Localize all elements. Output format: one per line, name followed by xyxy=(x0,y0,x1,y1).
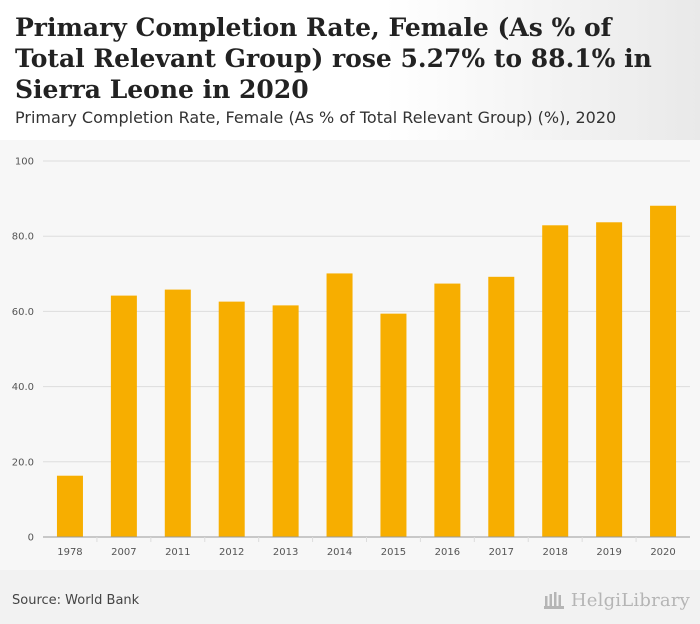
bar xyxy=(434,283,461,537)
bar-chart: 0 20.0 40.0 60.0 80.0 100 1978 2007 2011 2012 2013… xyxy=(12,157,690,558)
y-tick-label: 0 xyxy=(28,533,34,544)
y-tick-label: 80.0 xyxy=(12,232,34,243)
helgi-library-logo[interactable]: HelgiLibrary xyxy=(543,588,690,612)
x-tick-label: 1978 xyxy=(57,547,82,558)
bar xyxy=(326,273,353,537)
source-text: Source: World Bank xyxy=(12,593,140,608)
chart-subtitle: Primary Completion Rate, Female (As % of… xyxy=(15,108,617,127)
y-tick-label: 100 xyxy=(15,157,34,168)
bar xyxy=(488,276,515,537)
bar xyxy=(272,305,299,537)
bar xyxy=(56,475,83,537)
x-tick-label: 2016 xyxy=(435,547,460,558)
x-tick-label: 2017 xyxy=(489,547,514,558)
x-tick-label: 2019 xyxy=(596,547,621,558)
bar xyxy=(542,225,569,537)
axes: 0 20.0 40.0 60.0 80.0 100 1978 2007 2011 2012 2013… xyxy=(12,157,690,558)
x-tick-label: 2012 xyxy=(219,547,244,558)
bar xyxy=(218,301,245,537)
chart-header: Primary Completion Rate, Female (As % of… xyxy=(0,0,700,140)
x-tick-label: 2013 xyxy=(273,547,298,558)
y-tick-label: 60.0 xyxy=(12,307,34,318)
x-tick-label: 2014 xyxy=(327,547,352,558)
bar xyxy=(650,205,677,537)
y-tick-label: 20.0 xyxy=(12,457,34,468)
y-tick-label: 40.0 xyxy=(12,382,34,393)
x-tick-label: 2007 xyxy=(111,547,136,558)
x-tick-label: 2015 xyxy=(381,547,406,558)
bar xyxy=(380,313,407,537)
bar xyxy=(110,295,137,537)
x-tick-label: 2020 xyxy=(650,547,675,558)
gridlines xyxy=(43,160,690,463)
logo-text: HelgiLibrary xyxy=(570,589,690,611)
chart-title: Primary Completion Rate, Female (As % of… xyxy=(15,13,652,104)
bars xyxy=(56,205,677,537)
x-tick-label: 2018 xyxy=(542,547,567,558)
bar xyxy=(164,289,191,537)
chart-area: 0 20.0 40.0 60.0 80.0 100 1978 2007 2011 2012 2013… xyxy=(0,140,700,570)
bar xyxy=(596,222,623,537)
x-tick-label: 2011 xyxy=(165,547,190,558)
chart-footer: Source: World Bank HelgiLibrary xyxy=(0,570,700,624)
library-building-icon xyxy=(543,592,564,609)
